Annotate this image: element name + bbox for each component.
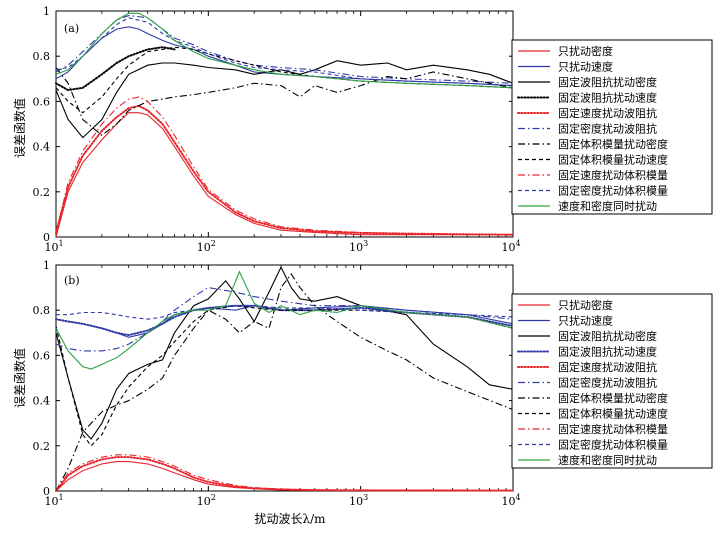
- x-tick-label: 103: [349, 493, 368, 508]
- series-line-6: [55, 287, 514, 352]
- legend-label: 固定密度扰动体积模量: [558, 438, 668, 452]
- y-axis-label-b: 误差函数值: [12, 348, 27, 408]
- legend-label: 固定密度扰动波阻抗: [558, 122, 657, 136]
- series-line-4: [55, 46, 176, 92]
- panel-b-label: (b): [64, 274, 80, 287]
- legend-label: 只扰动密度: [558, 298, 613, 312]
- series-line-11: [55, 270, 514, 370]
- legend-label: 只扰动速度: [558, 60, 613, 74]
- legend-label: 速度和密度同时扰动: [558, 453, 657, 467]
- x-tick-label: 102: [197, 493, 216, 508]
- legend-label: 固定波阻抗扰动速度: [558, 345, 657, 359]
- y-tick-label: 0.4: [33, 395, 51, 408]
- y-tick-label: 0.2: [33, 186, 51, 199]
- panel-a: (a) 00.20.40.60.81 101 102 103 104 只扰动密度只扰动…: [33, 5, 713, 254]
- legend-label: 固定速度扰动波阻抗: [558, 106, 657, 120]
- panel-a-label: (a): [64, 22, 79, 35]
- series-line-9: [55, 96, 514, 236]
- legend-label: 固定体积模量扰动密度: [558, 137, 668, 151]
- x-axis-label: 扰动波长λ/m: [254, 512, 326, 526]
- x-tick-label: 104: [501, 493, 520, 508]
- series-line-5: [55, 456, 514, 492]
- y-axis-label-a: 误差函数值: [12, 98, 27, 158]
- y-tick-label: 0: [43, 231, 50, 244]
- panel-a-axes: [55, 10, 514, 238]
- legend-label: 固定波阻抗扰动密度: [558, 75, 657, 89]
- series-line-2: [55, 26, 514, 87]
- series-line-11: [55, 12, 514, 89]
- y-tick-label: 0.6: [33, 349, 51, 362]
- legend-label: 固定波阻抗扰动速度: [558, 91, 657, 105]
- panel-b-axes: [55, 264, 514, 492]
- legend-label: 速度和密度同时扰动: [558, 199, 657, 213]
- y-tick-label: 1: [43, 259, 50, 272]
- series-line-7: [55, 273, 514, 492]
- y-tick-label: 0.4: [33, 141, 51, 154]
- x-tick-label: 101: [44, 239, 63, 254]
- legend-label: 固定密度扰动体积模量: [558, 184, 668, 198]
- legend-label: 固定速度扰动体积模量: [558, 422, 668, 436]
- legend-label: 固定速度扰动波阻抗: [558, 360, 657, 374]
- x-tick-label: 101: [44, 493, 63, 508]
- legend-box: [511, 293, 713, 469]
- legend-label: 只扰动密度: [558, 44, 613, 58]
- x-tick-label: 102: [197, 239, 216, 254]
- y-tick-label: 0.8: [33, 50, 51, 63]
- legend-label: 固定体积模量扰动速度: [558, 153, 668, 167]
- y-tick-label: 1: [43, 5, 50, 18]
- legend-box: [511, 39, 713, 215]
- y-tick-label: 0.2: [33, 440, 51, 453]
- panel-a-legend: 只扰动密度只扰动速度固定波阻抗扰动密度固定波阻抗扰动速度固定速度扰动波阻抗固定密…: [511, 39, 713, 215]
- y-tick-label: 0.8: [33, 304, 51, 317]
- y-tick-label: 0.6: [33, 95, 51, 108]
- series-line-1: [55, 112, 513, 238]
- x-tick-label: 104: [501, 239, 520, 254]
- x-tick-label: 103: [349, 239, 368, 254]
- legend-label: 固定速度扰动体积模量: [558, 168, 668, 182]
- series-line-3: [55, 60, 514, 139]
- series-line-8: [55, 305, 514, 447]
- legend-label: 固定波阻抗扰动密度: [558, 329, 657, 343]
- legend-label: 只扰动速度: [558, 314, 613, 328]
- series-line-9: [55, 454, 514, 492]
- legend-label: 固定体积模量扰动密度: [558, 391, 668, 405]
- legend-label: 固定密度扰动波阻抗: [558, 376, 657, 390]
- legend-label: 固定体积模量扰动速度: [558, 407, 668, 421]
- y-tick-label: 0: [43, 485, 50, 498]
- panel-b-legend: 只扰动密度只扰动速度固定波阻抗扰动密度固定波阻抗扰动速度固定速度扰动波阻抗固定密…: [511, 293, 713, 469]
- panel-b: (b) 00.20.40.60.81 101 102 103 104 只扰动密度只扰动…: [33, 259, 713, 508]
- series-line-10: [55, 17, 514, 87]
